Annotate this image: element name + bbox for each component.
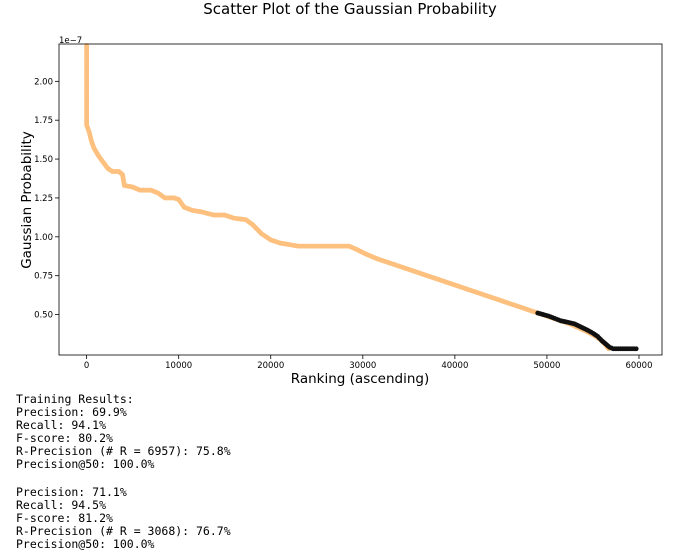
- result-line: R-Precision (# R = 3068): 76.7%: [16, 524, 231, 538]
- result-line: Precision@50: 100.0%: [16, 457, 155, 471]
- y-tick-label: 0.50: [34, 311, 53, 321]
- x-tick-label: 50000: [533, 361, 560, 371]
- plot-frame: [58, 43, 663, 356]
- x-tick-label: 10000: [165, 361, 192, 371]
- y-tick-label: 1.75: [34, 116, 53, 126]
- chart-title: Scatter Plot of the Gaussian Probability: [203, 0, 497, 18]
- result-line: F-score: 80.2%: [16, 431, 113, 445]
- result-line: Precision@50: 100.0%: [16, 537, 155, 551]
- x-axis: 0 10000 20000 30000 40000 50000 60000: [84, 355, 653, 371]
- result-line: Recall: 94.1%: [16, 418, 107, 432]
- x-tick-label: 40000: [441, 361, 468, 371]
- y-axis-label: Gaussian Probability: [19, 131, 35, 269]
- scatter-chart: Scatter Plot of the Gaussian Probability…: [19, 0, 663, 387]
- y-tick-label: 0.75: [34, 272, 53, 282]
- y-tick-label: 1.25: [34, 194, 53, 204]
- y-tick-label: 1.50: [34, 155, 53, 165]
- result-line: Precision: 69.9%: [16, 405, 127, 419]
- y-axis: 0.50 0.75 1.00 1.25 1.50 1.75 2.00: [34, 77, 59, 321]
- y-tick-label: 2.00: [34, 77, 53, 87]
- result-line: Precision: 71.1%: [16, 485, 127, 499]
- result-line: Recall: 94.5%: [16, 498, 107, 512]
- x-axis-label: Ranking (ascending): [291, 371, 429, 387]
- result-line: R-Precision (# R = 6957): 75.8%: [16, 444, 231, 458]
- x-tick-label: 60000: [625, 361, 652, 371]
- data-point: [633, 346, 639, 352]
- x-tick-label: 30000: [349, 361, 376, 371]
- result-line: Training Results:: [16, 392, 134, 406]
- result-line: F-score: 81.2%: [16, 511, 113, 525]
- test-results: Precision: 71.1% Recall: 94.5% F-score: …: [16, 486, 231, 551]
- y-offset-label: 1e−7: [59, 36, 82, 46]
- x-tick-label: 0: [84, 361, 89, 371]
- y-tick-label: 1.00: [34, 233, 53, 243]
- points-layer: [84, 43, 639, 352]
- x-tick-label: 20000: [257, 361, 284, 371]
- training-results: Training Results: Precision: 69.9% Recal…: [16, 393, 231, 471]
